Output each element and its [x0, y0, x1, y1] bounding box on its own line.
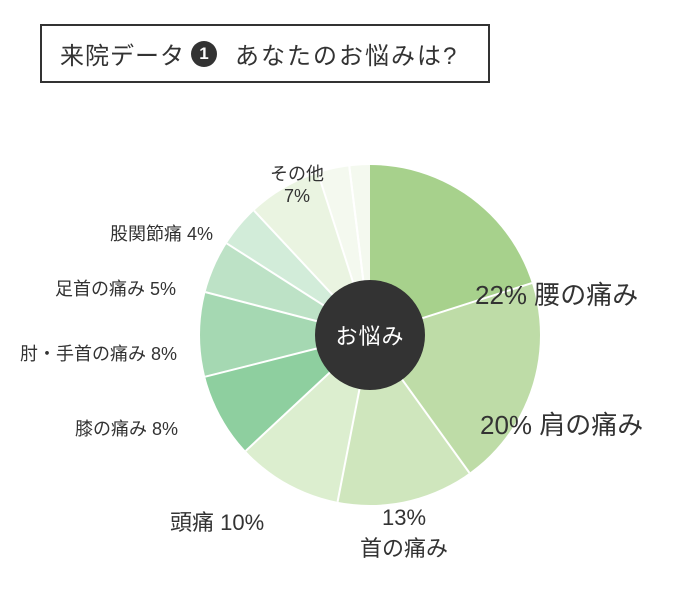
slice-name: 足首の痛み	[55, 279, 145, 299]
slice-label: 肘・手首の痛み 8%	[20, 340, 177, 366]
slice-label: 足首の痛み 5%	[55, 275, 176, 301]
slice-label: 20% 肩の痛み	[480, 405, 643, 442]
title-prefix: 来院データ	[60, 36, 185, 71]
pie-center-label: お悩み	[335, 319, 404, 351]
pie-center: お悩み	[315, 280, 425, 390]
slice-label: 頭痛 10%	[170, 505, 264, 537]
slice-pct: 4%	[187, 224, 213, 244]
slice-name: 膝の痛み	[75, 419, 147, 439]
slice-pct: 22%	[475, 280, 527, 310]
slice-label: 股関節痛 4%	[110, 220, 213, 246]
slice-label: 13% 首の痛み	[360, 505, 448, 563]
slice-label: その他7%	[270, 160, 324, 207]
slice-pct: 10%	[220, 510, 264, 535]
slice-name: 股関節痛	[110, 224, 182, 244]
title-box: 来院データ 1 あなたのお悩みは?	[40, 24, 490, 83]
slice-pct: 20%	[480, 410, 532, 440]
slice-pct: 8%	[151, 344, 177, 364]
pie-chart: お悩み 22% 腰の痛み 20% 肩の痛み 13% 首の痛み 頭痛 10% 膝の痛み 8%…	[0, 105, 700, 605]
slice-name: 肩の痛み	[539, 410, 643, 440]
slice-name: 首の痛み	[360, 536, 448, 561]
slice-name: 頭痛	[170, 510, 214, 535]
slice-name: 腰の痛み	[534, 280, 638, 310]
slice-pct: 7%	[284, 186, 310, 206]
slice-name: 肘・手首の痛み	[20, 344, 146, 364]
title-badge-icon: 1	[191, 41, 217, 67]
slice-pct: 8%	[152, 419, 178, 439]
slice-label: 22% 腰の痛み	[475, 275, 638, 312]
slice-label: 膝の痛み 8%	[75, 415, 178, 441]
title-question: あなたのお悩みは?	[235, 36, 458, 71]
slice-pct: 5%	[150, 279, 176, 299]
slice-name: その他	[270, 164, 324, 184]
slice-pct: 13%	[382, 505, 426, 530]
